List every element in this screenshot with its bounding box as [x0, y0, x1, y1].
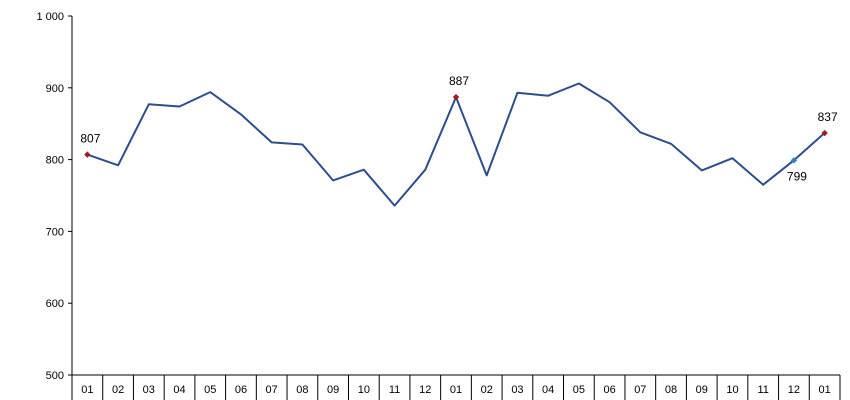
- data-point-marker: [452, 93, 460, 101]
- x-tick-label: 01: [819, 384, 831, 396]
- series-layer: [87, 82, 826, 207]
- x-tick-label: 05: [204, 384, 216, 396]
- x-tick-label: 12: [419, 384, 431, 396]
- data-point-marker: [790, 157, 798, 164]
- y-tick-label: 900: [46, 83, 64, 95]
- data-label: 837: [818, 110, 838, 124]
- x-tick-label: 01: [450, 384, 462, 396]
- data-point-marker: [84, 151, 91, 158]
- x-tick-label: 07: [266, 384, 278, 396]
- data-point-marker: [821, 129, 828, 137]
- x-tick-label: 08: [296, 384, 308, 396]
- x-tick-label: 05: [573, 384, 585, 396]
- x-tick-label: 03: [143, 384, 155, 396]
- x-tick-label: 07: [634, 384, 646, 396]
- x-tick-label: 04: [173, 384, 185, 396]
- data-label: 887: [449, 74, 469, 88]
- x-tick-label: 09: [327, 384, 339, 396]
- data-label-layer: 807 887 799 837: [80, 74, 838, 183]
- data-label: 807: [80, 132, 100, 146]
- x-tick-label: 11: [389, 384, 400, 396]
- x-tick-label: 04: [542, 384, 554, 396]
- x-tick-label: 08: [665, 384, 677, 396]
- y-tick-label: 700: [46, 226, 64, 238]
- x-tick-label: 06: [603, 384, 615, 396]
- x-tick-label: 10: [726, 384, 738, 396]
- x-tick-label: 06: [235, 384, 247, 396]
- x-tick-label: 09: [696, 384, 708, 396]
- y-tick-label: 600: [46, 298, 64, 310]
- data-label: 799: [787, 169, 807, 183]
- y-tick-label: 800: [46, 155, 64, 167]
- x-tick-label: 01: [81, 384, 93, 396]
- y-tick-label: 500: [46, 370, 64, 382]
- y-tick-label: 1 000: [36, 11, 64, 23]
- x-tick-label: 02: [112, 384, 124, 396]
- x-tick-label: 03: [511, 384, 523, 396]
- x-tick-label: 11: [757, 384, 768, 396]
- x-axis: 01 02 03 04 05 06 07 08 09 10 11 12 01 02 03 04 05 06 07 08…: [71, 374, 841, 400]
- x-tick-label: 10: [358, 384, 370, 396]
- y-axis: 500 600 700 800 900 1 000: [36, 11, 73, 382]
- x-tick-label: 02: [481, 384, 493, 396]
- x-tick-label: 12: [788, 384, 800, 396]
- series-line: [87, 82, 826, 207]
- marker-layer: [84, 93, 828, 164]
